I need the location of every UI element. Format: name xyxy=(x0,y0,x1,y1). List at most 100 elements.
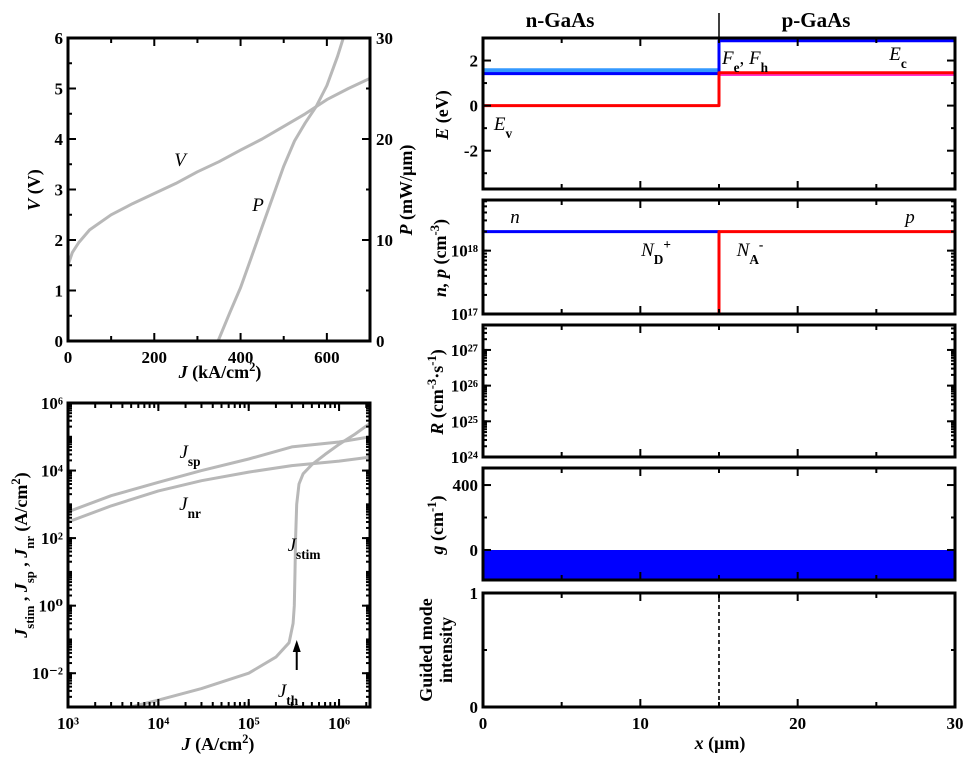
y-tick-label: 0 xyxy=(470,97,479,116)
threshold-arrow-head xyxy=(292,640,301,652)
series-ec-line xyxy=(483,39,955,76)
y-tick-label: 400 xyxy=(453,476,479,495)
x-tick-label: 30 xyxy=(947,714,964,733)
series-p-line xyxy=(216,38,345,341)
y-axis-label-line2: intensity xyxy=(436,617,456,683)
y-axis-label-part: V xyxy=(24,197,44,211)
panel-voltage-power: 0 200 400 600 0 1 2 3 4 5 6 0 10 20 30 xyxy=(55,29,394,367)
curve-label: Jnr xyxy=(179,494,201,521)
curve-label-part: P xyxy=(251,195,264,216)
curve-label-part: h xyxy=(761,60,769,75)
x-axis-label-part: (kA/cm xyxy=(188,362,250,383)
y-tick-label: 10⁰ xyxy=(39,597,63,616)
x-tick-label: 10⁵ xyxy=(238,714,260,733)
plot-frame xyxy=(481,323,957,459)
y-axis-label-part: J xyxy=(11,582,31,593)
y-axis-label-part: n, p xyxy=(430,269,450,297)
region-label-p: p-GaAs xyxy=(782,8,851,32)
curve-label-part: J xyxy=(278,681,288,702)
curve-label-part: + xyxy=(663,237,671,252)
y-tick-label: 0 xyxy=(55,332,64,351)
plot-area xyxy=(483,230,955,314)
x-axis-label-part: ) xyxy=(255,362,261,383)
x-tick-label: 0 xyxy=(64,348,73,367)
curve-label-part: J xyxy=(288,535,298,556)
curve-label-part: v xyxy=(505,126,512,141)
y-axis-label: E (eV) xyxy=(432,90,453,141)
y-tick-label: 1 xyxy=(55,282,64,301)
curve-label-part: V xyxy=(174,150,188,171)
y2-axis-label-part: (mW/µm) xyxy=(396,145,417,225)
x-tick-label: 10⁴ xyxy=(147,714,169,733)
x-tick-label: 10⁶ xyxy=(328,714,350,733)
plot-frame xyxy=(66,36,372,343)
y-axis-label: n, p (cm-3) xyxy=(428,219,451,297)
series-jnr-line xyxy=(68,455,370,524)
curve-label-part: stim xyxy=(296,547,320,562)
y-axis-label-part: (cm xyxy=(427,512,448,545)
y-tick-label: 10⁶ xyxy=(41,394,63,413)
y-axis-label-part: ) xyxy=(427,496,448,502)
x-axis-label: J (kA/cm2) xyxy=(178,360,262,383)
x-tick-label: 200 xyxy=(142,348,168,367)
curve-label: Jsp xyxy=(179,442,200,469)
y-axis-label-part: R xyxy=(427,423,447,436)
curve-label-part: D xyxy=(654,252,664,267)
y-tick-label: 10²⁴ xyxy=(451,448,478,467)
plot-frame xyxy=(66,401,372,709)
y-tick-label: 0 xyxy=(470,698,479,717)
y-axis-label-part: -3 xyxy=(425,379,439,390)
y-axis-label-part: ·s xyxy=(427,366,447,379)
series-p-line xyxy=(717,230,955,314)
y-axis-label-part: (cm xyxy=(427,389,448,422)
curve-label-part: E xyxy=(493,114,506,135)
y-axis-label-part: J xyxy=(11,548,31,559)
curve-label-part: F xyxy=(748,48,761,69)
x-axis-label-part: 2 xyxy=(242,732,248,746)
panel-gain: 0 400 xyxy=(453,466,957,582)
plot-frame xyxy=(481,591,957,709)
plot-frame xyxy=(481,466,957,582)
x-tick-label: 20 xyxy=(789,714,806,733)
panel-carrier-density: 10¹⁷ 10¹⁸ xyxy=(451,198,957,324)
y-axis-label-part: 2 xyxy=(9,478,23,484)
plot-frame xyxy=(481,198,957,316)
y-tick-label: 10⁻² xyxy=(32,664,63,683)
y2-tick-label: 20 xyxy=(376,130,393,149)
x-tick-label: 10³ xyxy=(57,714,79,733)
y-tick-label: 3 xyxy=(55,181,64,200)
y-axis-label-part: E xyxy=(432,128,452,141)
curve-label-part: - xyxy=(759,237,763,252)
y-axis-label-part: J xyxy=(11,628,31,639)
series-v-line xyxy=(68,77,370,266)
curve-label-part: E xyxy=(888,44,901,65)
y-axis-label-part: -1 xyxy=(425,355,439,366)
curve-label: Jth xyxy=(278,681,299,708)
x-tick-label: 600 xyxy=(314,348,340,367)
y-axis-label-part: ) xyxy=(11,472,32,478)
y-axis-label: R (cm-3·s-1) xyxy=(425,349,448,436)
plot-area xyxy=(68,38,370,341)
plot-area xyxy=(483,550,955,580)
y-axis-label-part: (A/cm xyxy=(11,485,32,536)
y-axis-label-part: Guided mode xyxy=(416,598,436,702)
y-tick-label: 10⁴ xyxy=(41,462,63,481)
y-axis-label-part: stim xyxy=(23,605,37,629)
y2-tick-label: 30 xyxy=(376,29,393,48)
y-axis-label: Guided mode xyxy=(416,598,436,702)
y-tick-label: 10²⁵ xyxy=(451,412,478,431)
series-n-line xyxy=(483,230,721,314)
x-axis-label: x (µm) xyxy=(694,733,746,754)
curve-label: Jstim xyxy=(288,535,321,562)
series-ev-line xyxy=(483,71,955,108)
panel-recombination: 10²⁴ 10²⁵ 10²⁶ 10²⁷ xyxy=(451,323,957,467)
panel-guided-mode: 0 10 20 30 0 1 xyxy=(470,584,964,733)
curve-label: NA- xyxy=(736,237,764,267)
panel-current-components: 10³ 10⁴ 10⁵ 10⁶ 10⁻² 10⁰ 10² 10⁴ 10⁶ xyxy=(32,394,372,733)
curve-label: P xyxy=(251,195,264,216)
y-tick-label: -2 xyxy=(464,142,478,161)
curve-label: Ec xyxy=(888,44,907,71)
curve-label: Ev xyxy=(493,114,513,141)
panel-band-diagram: -2 0 2 xyxy=(464,36,957,191)
curve-label-part: e xyxy=(734,60,740,75)
